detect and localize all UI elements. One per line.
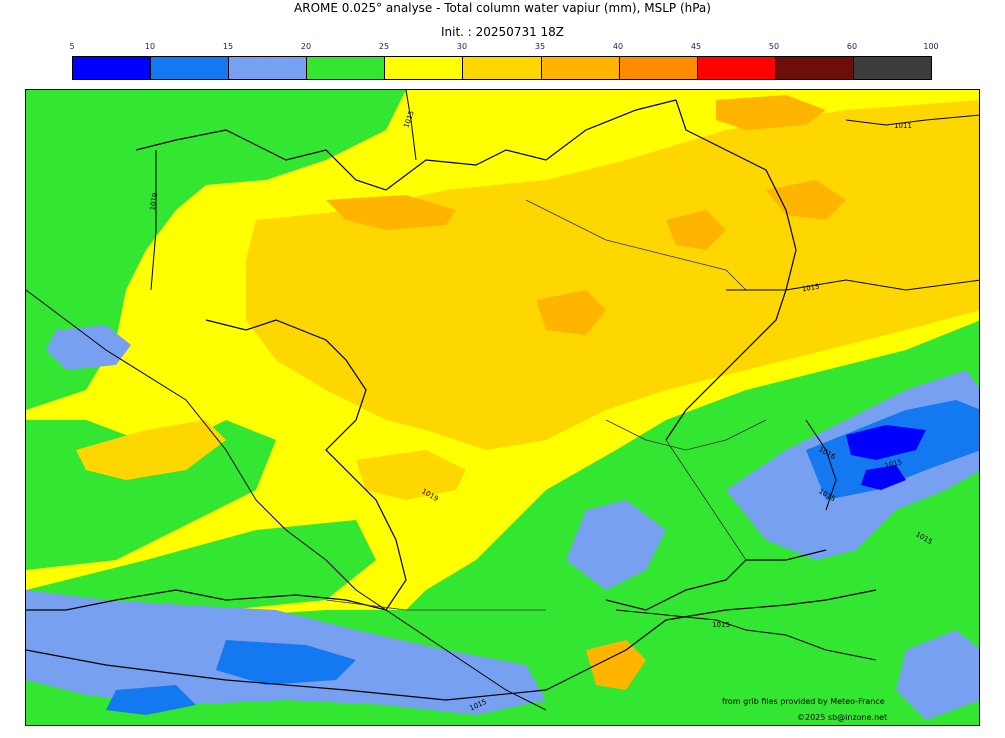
- isobar-lines: [26, 90, 979, 711]
- colorbar-tick: 40: [612, 42, 624, 51]
- isobar-label: 1011: [894, 122, 912, 130]
- colorbar-tick: 30: [456, 42, 468, 51]
- colorbar-cell: [151, 57, 230, 79]
- field-deep-blue: [846, 425, 926, 490]
- colorbar-cell: [229, 57, 308, 79]
- colorbar-cell: [385, 57, 464, 79]
- coastline: [26, 99, 877, 701]
- colorbar-tick: 60: [846, 42, 858, 51]
- colorbar-cell: [307, 57, 386, 79]
- isobar-label: 1019: [149, 192, 160, 211]
- map-canvas: 1015 1019 1011 1015 1019 1016 1015 1015 …: [26, 90, 979, 725]
- isobar-label: 1015: [801, 283, 820, 294]
- colorbar-cell: [541, 57, 620, 79]
- isobar-label: 1015: [712, 621, 730, 629]
- colorbar-tick: 10: [144, 42, 156, 51]
- data-credit: from grib files provided by Meteo-France: [722, 697, 885, 706]
- colorbar-tick: 50: [768, 42, 780, 51]
- isobar-label: 1015: [402, 110, 416, 129]
- copyright: ©2025 sb@inzone.net: [797, 713, 888, 722]
- colorbar: [72, 56, 932, 80]
- colorbar-cell: [619, 57, 698, 79]
- weather-map[interactable]: 1015 1019 1011 1015 1019 1016 1015 1015 …: [25, 89, 980, 726]
- colorbar-tick: 20: [300, 42, 312, 51]
- colorbar-tick: 35: [534, 42, 546, 51]
- colorbar-cell: [775, 57, 854, 79]
- colorbar-cell: [697, 57, 776, 79]
- init-time: Init. : 20250731 18Z: [440, 25, 565, 39]
- field-orange: [326, 95, 846, 690]
- colorbar-cell: [853, 57, 932, 79]
- colorbar-tick: 45: [690, 42, 702, 51]
- colorbar-tick: 100: [923, 42, 939, 51]
- chart-title: AROME 0.025° analyse - Total column wate…: [294, 1, 711, 15]
- colorbar-cell: [463, 57, 542, 79]
- colorbar-tick: 15: [222, 42, 234, 51]
- country-borders: [325, 199, 767, 611]
- colorbar-tick: 25: [378, 42, 390, 51]
- colorbar-tick: 5: [69, 42, 75, 51]
- colorbar-cell: [73, 57, 152, 79]
